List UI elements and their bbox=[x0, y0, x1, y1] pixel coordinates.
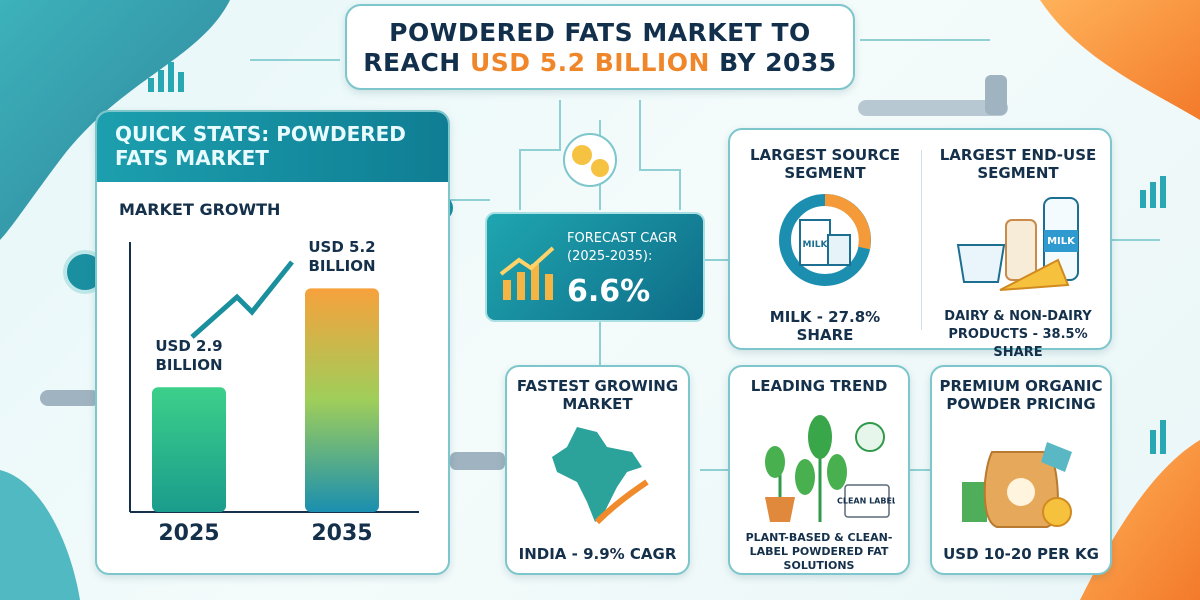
bar-value-label: USD 5.2 BILLION bbox=[308, 238, 376, 276]
icon bbox=[148, 62, 184, 92]
x-tick-label: 2025 bbox=[158, 521, 219, 546]
segments-card: LARGEST SOURCE SEGMENT MILK MILK - 27.8%… bbox=[728, 128, 1112, 360]
pipe bbox=[985, 75, 1007, 115]
quick-stats-panel: QUICK STATS: POWDERED FATS MARKET MARKET… bbox=[95, 110, 450, 575]
title-part: REACH bbox=[363, 48, 461, 77]
icon bbox=[499, 246, 555, 300]
title-highlight: USD 5.2 BILLION bbox=[469, 48, 710, 77]
title-box: POWDERED FATS MARKET TO REACH USD 5.2 BI… bbox=[345, 4, 855, 90]
panel-header: QUICK STATS: POWDERED FATS MARKET bbox=[97, 112, 448, 182]
card-title: PREMIUM ORGANIC POWDER PRICING bbox=[939, 377, 1103, 413]
bag-icon bbox=[962, 442, 1072, 528]
plant-icon: CLEAN LABEL bbox=[765, 415, 895, 522]
card-text: USD 10-20 PER KG bbox=[943, 545, 1099, 563]
title-line: POWDERED FATS MARKET TO bbox=[389, 18, 811, 47]
blob bbox=[0, 470, 80, 600]
donut-icon: MILK bbox=[779, 194, 871, 286]
icon bbox=[572, 145, 592, 165]
card-title: LARGEST SOURCE SEGMENT bbox=[749, 146, 901, 182]
icon-label: MILK bbox=[1047, 236, 1076, 247]
blob bbox=[0, 0, 230, 240]
icon-label: CLEAN LABEL bbox=[837, 497, 895, 506]
card-title: LEADING TREND bbox=[750, 377, 888, 395]
bar bbox=[152, 387, 226, 512]
map-icon bbox=[552, 427, 649, 525]
pipe bbox=[858, 100, 1008, 116]
fastest-card: FASTEST GROWING MARKET INDIA - 9.9% CAGR bbox=[505, 365, 690, 575]
pipe bbox=[450, 452, 505, 470]
cagr-box: FORECAST CAGR (2025-2035): 6.6% bbox=[485, 212, 705, 322]
icon bbox=[591, 159, 609, 177]
cagr-label: FORECAST CAGR (2025-2035): bbox=[567, 231, 678, 264]
card-text: DAIRY & NON-DAIRY PRODUCTS - 38.5% SHARE bbox=[944, 309, 1092, 360]
card-title: FASTEST GROWING MARKET bbox=[516, 377, 679, 413]
pricing-card: PREMIUM ORGANIC POWDER PRICING USD 10-20… bbox=[930, 365, 1112, 575]
card-text: INDIA - 9.9% CAGR bbox=[518, 545, 677, 563]
panel-heading: QUICK STATS: POWDERED FATS MARKET bbox=[115, 122, 406, 170]
icon-label: MILK bbox=[802, 240, 828, 250]
bar-value-label: USD 2.9 BILLION bbox=[155, 337, 223, 375]
chart-title: MARKET GROWTH bbox=[119, 200, 281, 219]
card-text: MILK - 27.8% SHARE bbox=[769, 308, 881, 344]
cagr-value: 6.6% bbox=[567, 274, 651, 309]
trend-card: LEADING TREND CLEAN LABEL PLANT-BASED & … bbox=[728, 365, 910, 575]
title: POWDERED FATS MARKET TO REACH USD 5.2 BI… bbox=[347, 18, 853, 78]
card-text: PLANT-BASED & CLEAN-LABEL POWDERED FAT S… bbox=[745, 531, 893, 572]
blob bbox=[1040, 0, 1200, 120]
card-title: LARGEST END-USE SEGMENT bbox=[939, 146, 1097, 182]
icon bbox=[1140, 176, 1166, 454]
pipe bbox=[40, 390, 100, 406]
trend-arrow bbox=[190, 260, 294, 339]
bar bbox=[305, 288, 379, 512]
growth-chart: 2025 2035 bbox=[129, 242, 419, 546]
title-part: BY 2035 bbox=[719, 48, 837, 77]
x-tick-label: 2035 bbox=[311, 521, 372, 546]
dairy-icon: MILK bbox=[956, 197, 1079, 291]
